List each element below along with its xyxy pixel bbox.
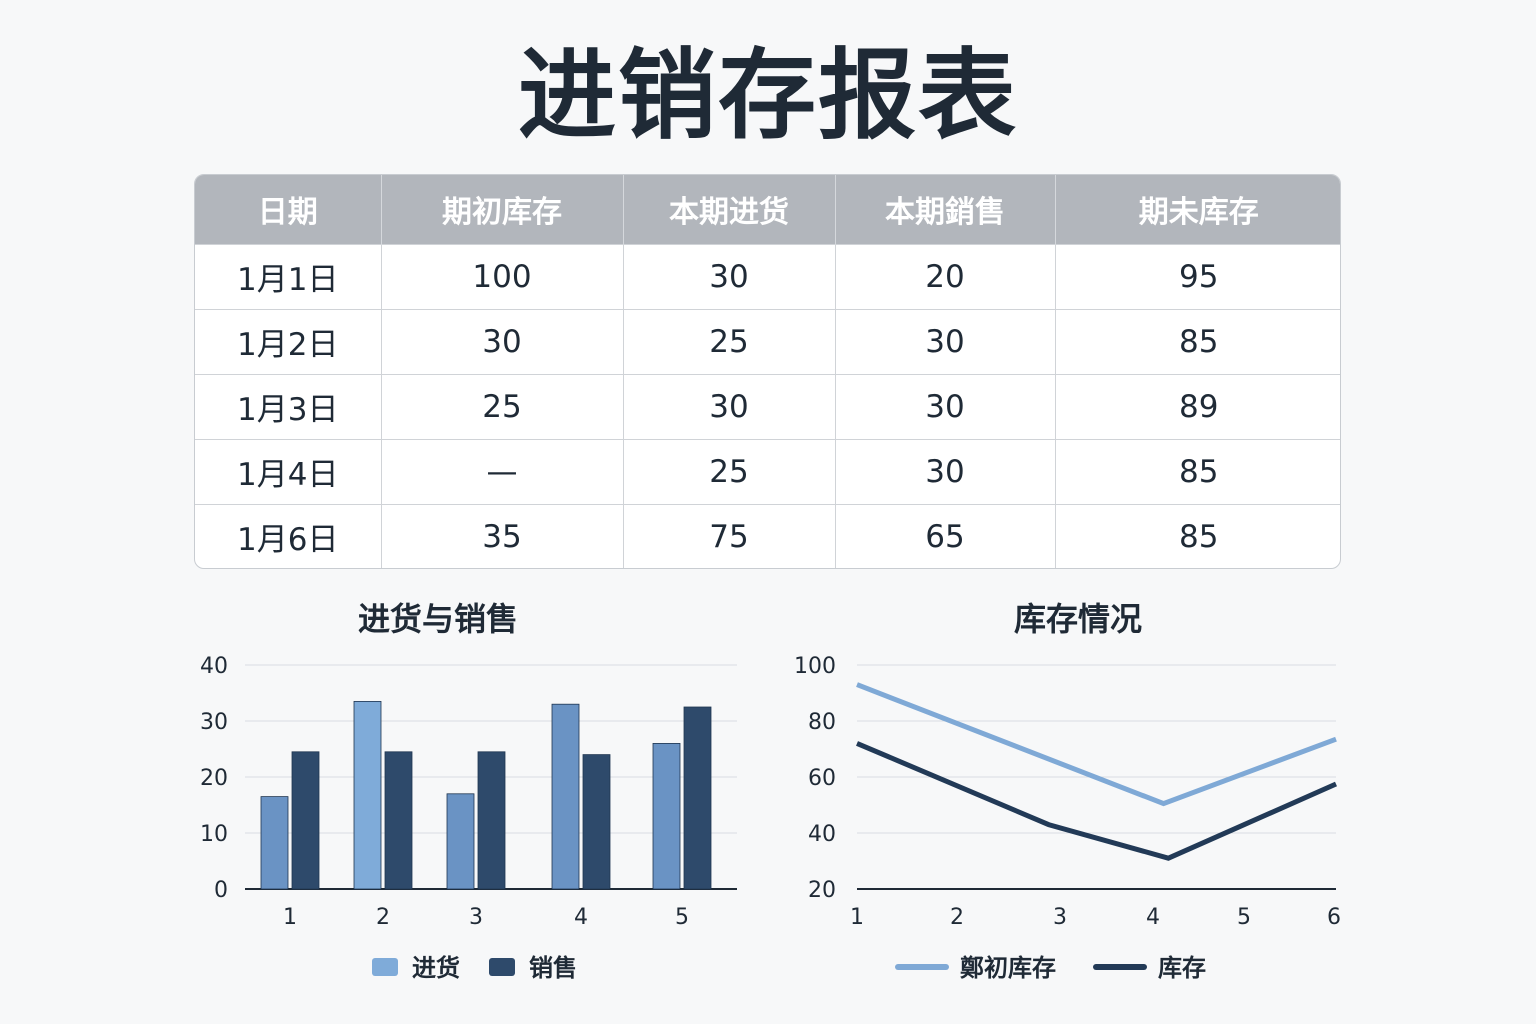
cell-sales: 30 <box>835 438 1056 504</box>
cell-opening-stock: — <box>381 438 624 504</box>
y-tick-label: 30 <box>200 710 228 735</box>
cell-date: 1月4日 <box>195 438 382 504</box>
x-tick-label: 3 <box>469 905 483 930</box>
header-closing-stock: 期未库存 <box>1055 175 1340 244</box>
x-tick-label: 3 <box>1053 905 1067 930</box>
x-tick-label: 1 <box>850 905 864 930</box>
bar-sales <box>291 751 320 890</box>
x-tick-label: 6 <box>1327 905 1341 930</box>
bar-sales <box>384 751 413 890</box>
legend-swatch <box>489 958 515 976</box>
inventory-table: 日期 期初库存 本期进货 本期銷售 期未库存 1月1日 100 30 20 95 1月2日… <box>194 174 1341 569</box>
y-tick-label: 40 <box>808 822 836 847</box>
bar-purchase <box>652 743 681 890</box>
y-tick-label: 100 <box>794 654 836 679</box>
table-row: 1月2日 30 25 30 85 <box>195 308 1340 374</box>
cell-closing-stock: 85 <box>1055 438 1340 504</box>
legend-label: 销售 <box>529 954 577 982</box>
table-row: 1月3日 25 30 30 89 <box>195 373 1340 439</box>
cell-purchases: 30 <box>623 373 836 439</box>
header-opening-stock: 期初库存 <box>381 175 624 244</box>
header-purchases: 本期进货 <box>623 175 836 244</box>
y-tick-label: 10 <box>200 822 228 847</box>
cell-purchases: 25 <box>623 438 836 504</box>
table-header-row: 日期 期初库存 本期进货 本期銷售 期未库存 <box>195 175 1340 244</box>
bar-sales <box>683 706 712 890</box>
page-title: 进销存报表 <box>517 39 1018 153</box>
cell-date: 1月6日 <box>195 503 382 568</box>
line-opening-stock <box>856 682 1337 807</box>
cell-opening-stock: 100 <box>381 243 624 309</box>
bar-purchase <box>260 796 289 890</box>
legend-label: 进货 <box>412 954 460 982</box>
x-tick-label: 4 <box>1146 905 1160 930</box>
legend-label: 鄭初库存 <box>960 954 1056 982</box>
bar-purchase <box>446 793 475 890</box>
table-row: 1月4日 —25 30 85 <box>195 438 1340 504</box>
cell-date: 1月3日 <box>195 373 382 439</box>
cell-closing-stock: 95 <box>1055 243 1340 309</box>
x-tick-label: 1 <box>283 905 297 930</box>
x-tick-label: 5 <box>675 905 689 930</box>
cell-closing-stock: 85 <box>1055 503 1340 568</box>
cell-purchases: 75 <box>623 503 836 568</box>
x-tick-label: 5 <box>1237 905 1251 930</box>
line-chart: 20 40 60 80 100 1 2 3 4 5 6 鄭初库存 库存 <box>794 654 1341 982</box>
header-date: 日期 <box>195 175 382 244</box>
cell-date: 1月1日 <box>195 243 382 309</box>
x-tick-label: 4 <box>574 905 588 930</box>
cell-opening-stock: 35 <box>381 503 624 568</box>
cell-date: 1月2日 <box>195 308 382 374</box>
y-tick-label: 0 <box>214 878 228 903</box>
bar-purchase <box>551 703 580 890</box>
y-tick-label: 80 <box>808 710 836 735</box>
bar-purchase <box>353 701 382 890</box>
y-tick-label: 20 <box>200 766 228 791</box>
legend-swatch <box>372 958 398 976</box>
bar-sales <box>582 754 611 890</box>
bar-chart-title: 进货与销售 <box>358 600 518 638</box>
y-tick-label: 20 <box>808 878 836 903</box>
x-tick-label: 2 <box>950 905 964 930</box>
bar-chart: 0 10 20 30 40 1 2 3 4 5 进货 销售 <box>200 654 737 982</box>
cell-sales: 30 <box>835 308 1056 374</box>
y-tick-label: 40 <box>200 654 228 679</box>
line-chart-title: 库存情况 <box>1014 600 1142 638</box>
bar-sales <box>477 751 506 890</box>
cell-opening-stock: 30 <box>381 308 624 374</box>
cell-purchases: 30 <box>623 243 836 309</box>
cell-sales: 65 <box>835 503 1056 568</box>
cell-sales: 30 <box>835 373 1056 439</box>
header-sales: 本期銷售 <box>835 175 1056 244</box>
cell-closing-stock: 85 <box>1055 308 1340 374</box>
cell-opening-stock: 25 <box>381 373 624 439</box>
cell-sales: 20 <box>835 243 1056 309</box>
table-row: 1月6日 35 75 65 85 <box>195 503 1340 568</box>
line-stock <box>856 741 1338 861</box>
cell-closing-stock: 89 <box>1055 373 1340 439</box>
x-tick-label: 2 <box>376 905 390 930</box>
cell-purchases: 25 <box>623 308 836 374</box>
table-row: 1月1日 100 30 20 95 <box>195 243 1340 309</box>
y-tick-label: 60 <box>808 766 836 791</box>
legend-label: 库存 <box>1158 954 1206 982</box>
